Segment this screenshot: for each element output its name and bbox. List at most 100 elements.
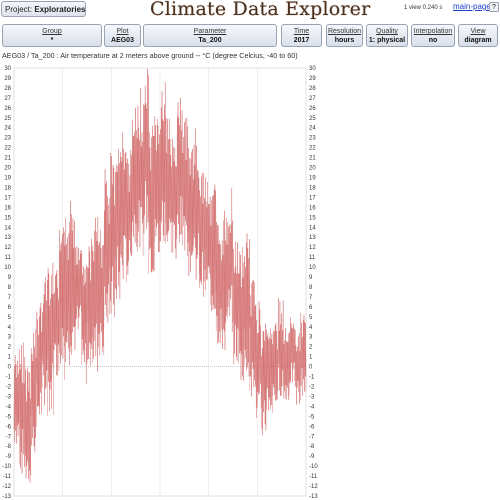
resolution-label: Resolution <box>327 28 362 35</box>
series-week-segment <box>75 246 82 330</box>
series-week-segment <box>171 138 178 259</box>
y-tick-label-left: -12 <box>2 484 11 490</box>
y-tick-label-left: 0 <box>8 365 12 371</box>
series-week-segment <box>210 184 217 312</box>
y-tick-label-right: -3 <box>309 394 315 400</box>
series-week-segment <box>238 247 245 381</box>
y-tick-label-left: 22 <box>4 146 11 152</box>
plot-label: Plot <box>116 28 129 35</box>
y-tick-label-left: 1 <box>8 355 12 361</box>
y-tick-label-right: 16 <box>309 205 316 211</box>
y-tick-label-right: 14 <box>309 225 316 231</box>
y-tick-label-left: 27 <box>4 96 11 102</box>
y-tick-label-left: 13 <box>4 235 11 241</box>
series-week-segment <box>272 322 279 413</box>
view-label: View <box>470 28 486 35</box>
view-selector[interactable]: View diagram <box>458 24 498 47</box>
y-tick-label-left: 16 <box>4 205 11 211</box>
quality-selector[interactable]: Quality 1: physical <box>366 24 408 47</box>
y-tick-label-right: 27 <box>309 96 316 102</box>
series-week-segment <box>255 301 262 418</box>
series-week-segment <box>193 128 200 280</box>
main-page-link[interactable]: main-page <box>453 2 491 11</box>
control-bar: Group * Plot AEG03 Parameter Ta_200 Time… <box>0 24 500 48</box>
y-tick-label-left: 24 <box>4 126 11 132</box>
series-week-segment <box>81 250 88 384</box>
series-week-segment <box>176 98 183 243</box>
y-tick-label-left: 19 <box>4 175 11 181</box>
y-tick-label-right: 22 <box>309 146 316 152</box>
series-week-segment <box>142 68 149 234</box>
y-tick-label-right: 1 <box>309 355 313 361</box>
series-week-segment <box>58 227 65 364</box>
y-tick-label-right: -11 <box>309 474 318 480</box>
y-tick-label-right: -6 <box>309 424 315 430</box>
parameter-label: Parameter <box>193 28 227 35</box>
help-button[interactable]: ? <box>489 2 499 12</box>
project-value: Exploratories <box>34 5 86 14</box>
series-week-segment <box>244 233 251 377</box>
y-tick-label-left: -6 <box>6 424 12 430</box>
series-week-segment <box>69 201 76 356</box>
series-week-segment <box>182 118 189 257</box>
group-selector[interactable]: Group * <box>2 24 102 47</box>
y-tick-label-right: 0 <box>309 365 313 371</box>
plot-selector[interactable]: Plot AEG03 <box>104 24 141 47</box>
y-tick-label-right: -1 <box>309 375 315 381</box>
series-week-segment <box>199 172 206 297</box>
y-tick-label-right: -2 <box>309 385 315 391</box>
series-week-segment <box>187 148 194 276</box>
y-tick-label-left: 15 <box>4 215 11 221</box>
series-week-segment <box>126 150 133 275</box>
series-week-segment <box>288 317 295 384</box>
time-selector[interactable]: Time 2017 <box>281 24 322 47</box>
series-week-segment <box>98 229 105 356</box>
series-week-segment <box>120 132 127 283</box>
series-week-segment <box>283 328 290 400</box>
series-week-segment <box>41 277 48 406</box>
y-tick-label-left: 9 <box>8 275 12 281</box>
series-week-segment <box>30 328 37 453</box>
series-week-segment <box>294 330 301 405</box>
series-week-segment <box>165 117 172 254</box>
y-tick-label-left: -10 <box>2 464 11 470</box>
y-tick-label-left: 14 <box>4 225 11 231</box>
parameter-value: Ta_200 <box>198 37 222 44</box>
interpolation-label: Interpolation <box>413 28 453 35</box>
project-selector-button[interactable]: Project: Exploratories <box>1 1 86 17</box>
y-tick-label-right: 26 <box>309 106 316 112</box>
y-tick-label-right: -8 <box>309 444 315 450</box>
y-tick-label-left: 5 <box>8 315 12 321</box>
y-tick-label-left: 29 <box>4 76 11 82</box>
parameter-selector[interactable]: Parameter Ta_200 <box>143 24 277 47</box>
series-week-segment <box>154 116 161 253</box>
series-week-segment <box>249 280 256 397</box>
y-tick-label-right: 24 <box>309 126 316 132</box>
series-week-segment <box>103 169 110 330</box>
time-value: 2017 <box>293 37 310 44</box>
interpolation-value: no <box>428 37 438 44</box>
resolution-selector[interactable]: Resolution hours <box>326 24 363 47</box>
y-tick-label-right: 20 <box>309 166 316 172</box>
y-tick-label-left: 3 <box>8 335 12 341</box>
y-tick-label-left: -5 <box>6 414 12 420</box>
series-week-segment <box>36 302 43 415</box>
y-tick-label-left: -9 <box>6 454 12 460</box>
series-week-segment <box>114 148 121 300</box>
y-tick-label-right: 21 <box>309 156 316 162</box>
y-tick-label-right: 5 <box>309 315 313 321</box>
project-label: Project: <box>5 5 33 14</box>
y-tick-label-left: -1 <box>6 375 12 381</box>
y-tick-label-right: 4 <box>309 325 313 331</box>
series-week-segment <box>86 238 93 366</box>
interpolation-selector[interactable]: Interpolation no <box>411 24 455 47</box>
time-label: Time <box>293 28 310 35</box>
series-week-segment <box>300 313 307 397</box>
series-week-segment <box>260 323 267 436</box>
y-tick-label-left: 4 <box>8 325 12 331</box>
y-tick-label-left: -3 <box>6 394 12 400</box>
series-week-segment <box>25 367 32 483</box>
y-tick-label-right: -4 <box>309 404 315 410</box>
y-tick-label-left: 10 <box>4 265 11 271</box>
y-tick-label-left: 21 <box>4 156 11 162</box>
